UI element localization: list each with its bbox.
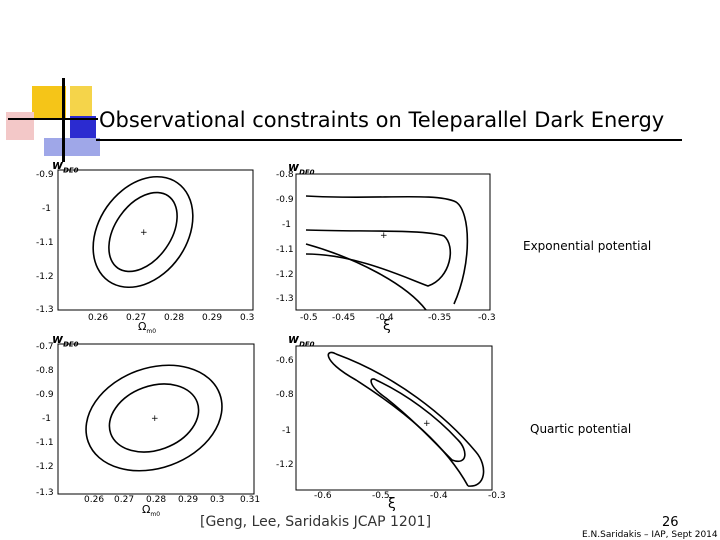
label-quartic-potential: Quartic potential: [530, 422, 632, 436]
decor-blue-square: [70, 116, 96, 142]
bl-ytick: -0.9: [36, 390, 54, 400]
bl-ytick: -1.2: [36, 462, 54, 472]
br-ylabel: wDE0: [288, 332, 315, 349]
bl-ytick: -0.7: [36, 342, 54, 352]
tr-ytick: -1.2: [276, 270, 294, 280]
tl-ytick: -1: [42, 204, 51, 214]
bl-xtick: 0.26: [84, 495, 105, 505]
tr-xtick: -0.45: [332, 313, 356, 323]
plot-bottom-left: +: [57, 343, 255, 495]
label-exponential-potential: Exponential potential: [523, 239, 652, 253]
bl-xtick: 0.29: [178, 495, 199, 505]
tl-ytick: -1.2: [36, 272, 54, 282]
bl-xtick: 0.27: [114, 495, 135, 505]
br-ytick: -1: [282, 426, 291, 436]
svg-text:+: +: [140, 228, 148, 238]
br-xtick: -0.5: [372, 491, 390, 501]
tl-ylabel: wDE0: [52, 158, 79, 175]
bl-xlabel: Ωm0: [142, 503, 161, 519]
decor-vertical-line: [62, 78, 65, 162]
decor-pink-square: [6, 112, 34, 140]
plot-top-right: +: [295, 173, 491, 311]
svg-text:+: +: [423, 419, 431, 429]
tr-xtick: -0.3: [478, 313, 496, 323]
tr-xtick: -0.5: [300, 313, 318, 323]
bl-xtick: 0.28: [146, 495, 167, 505]
tl-xtick: 0.27: [126, 313, 147, 323]
bl-ytick: -1: [42, 414, 51, 424]
svg-text:+: +: [380, 231, 388, 241]
decor-yellow-square-small: [70, 86, 92, 120]
br-ytick: -0.8: [276, 390, 294, 400]
tr-ytick: -1.3: [276, 294, 294, 304]
tr-ytick: -1.1: [276, 245, 294, 255]
decor-yellow-square: [32, 86, 66, 120]
br-ytick: -0.6: [276, 356, 294, 366]
citation: [Geng, Lee, Saridakis JCAP 1201]: [200, 514, 432, 530]
tr-ytick: -0.9: [276, 195, 294, 205]
tl-xtick: 0.3: [240, 313, 255, 323]
page-number: 26: [662, 515, 679, 530]
bl-ylabel: wDE0: [52, 332, 79, 349]
br-xtick: -0.3: [488, 491, 506, 501]
tl-ytick: -1.1: [36, 238, 54, 248]
tl-ytick: -0.9: [36, 170, 54, 180]
tl-xtick: 0.26: [88, 313, 109, 323]
plot-top-left: +: [57, 169, 254, 311]
decor-lightblue-square: [44, 138, 100, 156]
tr-ytick: -0.8: [276, 170, 294, 180]
tl-ytick: -1.3: [36, 305, 54, 315]
tr-xlabel: ξ: [383, 318, 391, 334]
tl-xtick: 0.28: [164, 313, 185, 323]
bl-ytick: -1.3: [36, 488, 54, 498]
slide-title: Observational constraints on Teleparalle…: [99, 108, 665, 132]
tr-xtick: -0.4: [376, 313, 394, 323]
svg-text:+: +: [151, 414, 159, 424]
tr-xtick: -0.35: [428, 313, 452, 323]
tl-xtick: 0.29: [202, 313, 223, 323]
br-xtick: -0.4: [430, 491, 448, 501]
decor-horizontal-line: [8, 118, 98, 120]
bl-xtick: 0.3: [210, 495, 225, 505]
title-underline: [96, 139, 682, 141]
bl-ytick: -1.1: [36, 438, 54, 448]
br-xlabel: ξ: [388, 496, 396, 512]
br-ytick: -1.2: [276, 460, 294, 470]
br-xtick: -0.6: [314, 491, 332, 501]
bl-ytick: -0.8: [36, 366, 54, 376]
tr-ytick: -1: [282, 220, 291, 230]
tr-ylabel: wDE0: [288, 160, 315, 177]
author-credit: E.N.Saridakis – IAP, Sept 2014: [582, 530, 718, 540]
plot-bottom-right: +: [295, 345, 493, 491]
tl-xlabel: Ωm0: [138, 320, 157, 336]
bl-xtick: 0.31: [240, 495, 261, 505]
